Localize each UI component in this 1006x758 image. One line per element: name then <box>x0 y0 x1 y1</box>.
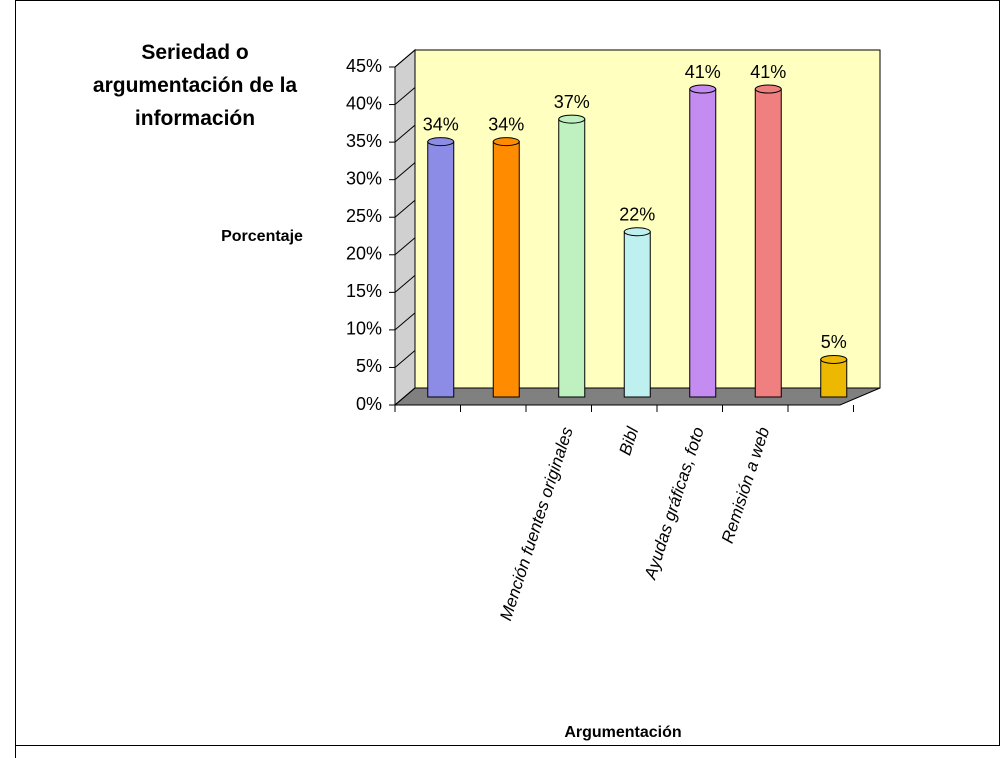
bar-top <box>427 137 455 147</box>
grid-line <box>394 350 416 368</box>
bar-top <box>820 354 848 364</box>
value-label: 41% <box>685 62 721 82</box>
y-tick-label: 30% <box>346 168 382 188</box>
bar <box>689 88 717 398</box>
bar <box>492 141 520 398</box>
grid-line <box>394 387 416 406</box>
value-label: 37% <box>554 92 590 112</box>
grid-line <box>394 312 416 331</box>
grid-line <box>394 162 416 181</box>
x-tick-label: Bibl <box>615 424 642 458</box>
bar <box>623 231 651 398</box>
x-axis-label: Argumentación <box>564 724 681 741</box>
y-tick-label: 10% <box>346 319 382 339</box>
value-label: 5% <box>821 332 847 352</box>
grid-line <box>394 87 416 105</box>
value-label: 41% <box>750 62 786 82</box>
grid-line <box>394 237 416 256</box>
y-tick-label: 0% <box>356 394 382 414</box>
value-label: 22% <box>619 205 655 225</box>
y-tick-label: 35% <box>346 131 382 151</box>
y-tick-label: 15% <box>346 281 382 301</box>
bar-top <box>492 137 520 147</box>
x-tick-label: Ayudas gráficas, foto <box>640 425 707 583</box>
grid-line <box>394 124 416 143</box>
bar-top <box>689 84 717 94</box>
y-tick-label: 45% <box>346 56 382 76</box>
side-wall <box>394 48 416 407</box>
y-tick-label: 5% <box>356 356 382 376</box>
bar <box>427 141 455 398</box>
value-label: 34% <box>488 114 524 134</box>
value-label: 34% <box>423 114 459 134</box>
grid-line <box>394 199 416 218</box>
x-tick-label: Remisión a web <box>718 425 773 546</box>
y-axis-label: Porcentaje <box>221 228 303 245</box>
y-tick-label: 20% <box>346 244 382 264</box>
grid-line <box>394 274 416 293</box>
frame <box>15 0 1000 746</box>
x-tick-label: Mención fuentes originales <box>496 424 577 623</box>
grid-line <box>394 49 416 68</box>
bar <box>558 118 586 398</box>
bar-top <box>623 227 651 237</box>
bar-top <box>754 84 782 94</box>
bar-top <box>558 114 586 124</box>
y-tick-label: 40% <box>346 93 382 113</box>
chart-title: Seriedad o argumentación de la informaci… <box>92 41 298 130</box>
y-tick-label: 25% <box>346 206 382 226</box>
bar <box>820 358 848 398</box>
bar <box>754 88 782 398</box>
